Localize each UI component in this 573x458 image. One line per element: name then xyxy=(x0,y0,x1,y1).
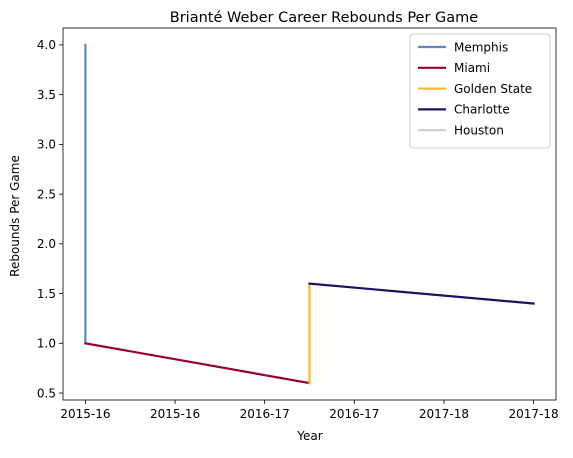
y-tick-label: 3.0 xyxy=(37,138,56,152)
x-tick-label: 2016-17 xyxy=(329,407,379,421)
legend: Memphis Miami Golden State Charlotte Houston xyxy=(409,33,551,149)
y-axis-label: Rebounds Per Game xyxy=(8,155,22,277)
legend-label-memphis: Memphis xyxy=(454,40,508,54)
y-tick-label: 4.0 xyxy=(37,38,56,52)
y-tick-label: 1.5 xyxy=(37,287,56,301)
x-tick-label: 2015-16 xyxy=(150,407,200,421)
x-axis-label: Year xyxy=(296,429,322,443)
legend-label-miami: Miami xyxy=(454,61,490,75)
x-tick-label: 2015-16 xyxy=(60,407,110,421)
ticks-layer: 0.5 1.0 1.5 2.0 2.5 3.0 3.5 4.0 2015-16 2015-16 20… xyxy=(37,38,559,421)
series-line-charlotte xyxy=(308,282,535,305)
legend-label-houston: Houston xyxy=(454,124,504,138)
y-tick-label: 2.0 xyxy=(37,237,56,251)
legend-label-golden-state: Golden State xyxy=(454,82,532,96)
legend-label-charlotte: Charlotte xyxy=(454,103,510,117)
y-tick-label: 2.5 xyxy=(37,187,56,201)
y-tick-label: 3.5 xyxy=(37,88,56,102)
legend-box xyxy=(409,33,551,149)
series-line-miami xyxy=(84,342,311,385)
plot-frame xyxy=(62,27,557,401)
chart-title: Brianté Weber Career Rebounds Per Game xyxy=(170,10,479,26)
y-tick-label: 1.0 xyxy=(37,337,56,351)
x-tick-label: 2017-18 xyxy=(419,407,469,421)
x-tick-label: 2017-18 xyxy=(509,407,559,421)
series-layer xyxy=(84,43,535,385)
y-tick-label: 0.5 xyxy=(37,386,56,400)
x-tick-label: 2016-17 xyxy=(240,407,290,421)
